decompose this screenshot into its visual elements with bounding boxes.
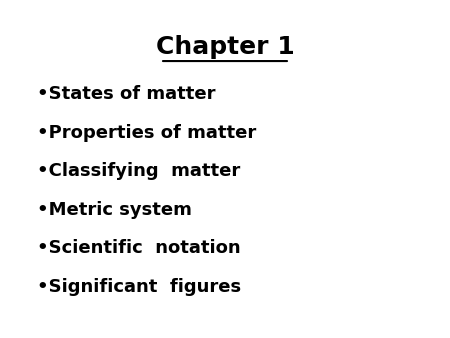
Text: •States of matter: •States of matter xyxy=(37,85,216,103)
Text: •Significant  figures: •Significant figures xyxy=(37,278,241,296)
Text: •Classifying  matter: •Classifying matter xyxy=(37,162,240,180)
Text: •Properties of matter: •Properties of matter xyxy=(37,124,256,142)
Text: •Metric system: •Metric system xyxy=(37,201,192,219)
Text: •Scientific  notation: •Scientific notation xyxy=(37,239,241,258)
Text: Chapter 1: Chapter 1 xyxy=(156,35,294,59)
